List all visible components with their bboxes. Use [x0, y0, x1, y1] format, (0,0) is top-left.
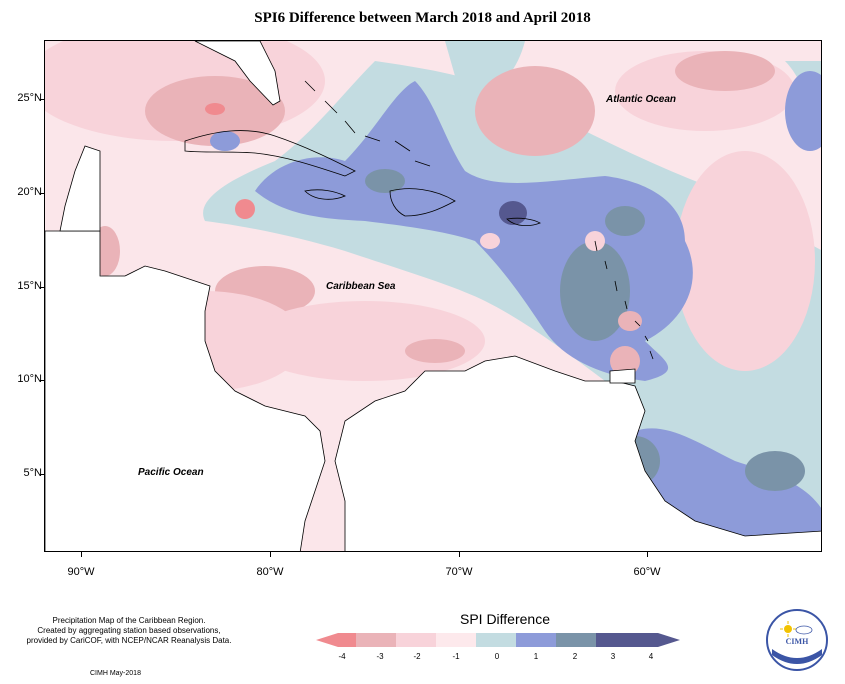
- legend-tick-minus3: -3: [376, 652, 384, 661]
- tick-y-20n: [40, 193, 44, 194]
- caribbean-sea-label: Caribbean Sea: [326, 281, 396, 292]
- latitude-label-10n: 10°N: [17, 373, 42, 385]
- tick-x-70w: [459, 552, 460, 557]
- cimh-logo-graphic: CIMH: [770, 613, 824, 667]
- legend-title: SPI Difference: [459, 611, 550, 627]
- tick-y-5n: [40, 474, 44, 475]
- logo-text: CIMH: [786, 637, 809, 646]
- legend-swatch-8: [596, 633, 658, 647]
- legend-swatch-4: [436, 633, 476, 647]
- longitude-label-70w: 70°W: [445, 566, 473, 578]
- map-title: SPI6 Difference between March 2018 and A…: [254, 10, 591, 26]
- tick-y-10n: [40, 380, 44, 381]
- pacific-ocean-label: Pacific Ocean: [138, 467, 204, 478]
- cimh-logo: CIMH: [766, 609, 828, 671]
- legend-tick-minus1: -1: [452, 652, 460, 661]
- credits-block: Precipitation Map of the Caribbean Regio…: [14, 616, 244, 646]
- legend-swatch-3: [396, 633, 436, 647]
- longitude-label-90w: 90°W: [67, 566, 95, 578]
- legend-tick-minus2: -2: [413, 652, 421, 661]
- credits-line-1: Precipitation Map of the Caribbean Regio…: [52, 616, 206, 625]
- legend-tick-2: 2: [572, 652, 578, 661]
- latitude-label-25n: 25°N: [17, 92, 42, 104]
- legend-swatch-1: [316, 633, 338, 647]
- credits-footer: CIMH May-2018: [90, 670, 141, 677]
- credits-line-3: provided by CariCOF, with NCEP/NCAR Rean…: [26, 636, 232, 645]
- tick-x-60w: [647, 552, 648, 557]
- legend-swatch-1b: [338, 633, 356, 647]
- spi-difference-map: [44, 40, 822, 552]
- latitude-label-15n: 15°N: [17, 280, 42, 292]
- legend-swatch-8b: [658, 633, 680, 647]
- tick-x-80w: [270, 552, 271, 557]
- tick-y-15n: [40, 287, 44, 288]
- longitude-label-60w: 60°W: [633, 566, 661, 578]
- tick-x-90w: [81, 552, 82, 557]
- legend-swatch-2: [356, 633, 396, 647]
- legend-swatch-6: [516, 633, 556, 647]
- legend-swatch-7: [556, 633, 596, 647]
- legend-tick-0: 0: [494, 652, 500, 661]
- legend-tick-3: 3: [610, 652, 616, 661]
- legend-tick-minus4: -4: [338, 652, 346, 661]
- latitude-label-20n: 20°N: [17, 186, 42, 198]
- map-canvas: [45, 41, 821, 551]
- legend-tick-1: 1: [533, 652, 539, 661]
- legend-swatch-5: [476, 633, 516, 647]
- legend-colorbar: [316, 633, 680, 647]
- longitude-label-80w: 80°W: [256, 566, 284, 578]
- credits-line-2: Created by aggregating station based obs…: [37, 626, 221, 635]
- legend-tick-4: 4: [648, 652, 654, 661]
- tick-y-25n: [40, 99, 44, 100]
- latitude-label-5n: 5°N: [23, 467, 42, 479]
- atlantic-ocean-label: Atlantic Ocean: [606, 94, 677, 105]
